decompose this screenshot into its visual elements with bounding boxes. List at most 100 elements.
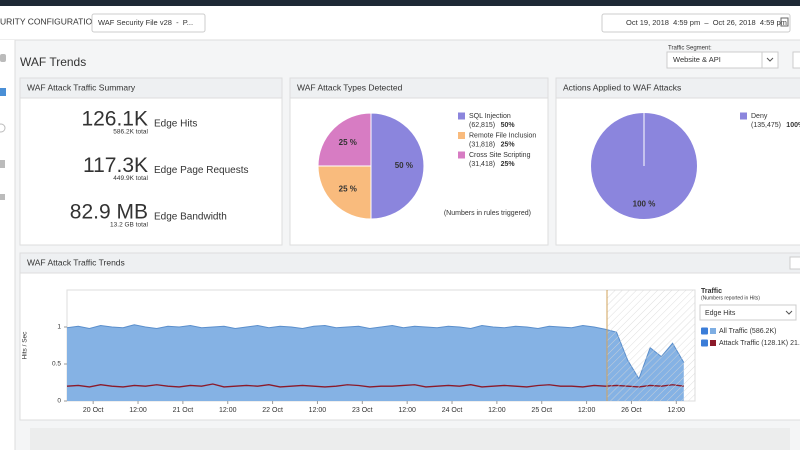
segment-select[interactable] bbox=[666, 51, 779, 69]
pie-slice bbox=[317, 112, 372, 167]
panel-header bbox=[289, 77, 549, 99]
y-axis-label: Hits / Sec bbox=[22, 331, 29, 360]
nav-icon[interactable] bbox=[0, 88, 6, 96]
legend-swatch bbox=[710, 340, 716, 346]
legend-entry: All Traffic (586.2K) bbox=[719, 328, 776, 335]
legend-count: (31,418) bbox=[469, 161, 495, 168]
legend-subtitle: (Numbers reported in Hits) bbox=[701, 295, 760, 301]
sidebar bbox=[0, 40, 15, 450]
panel-title: WAF Attack Types Detected bbox=[297, 82, 403, 92]
footer-area bbox=[30, 428, 790, 450]
summary-panel: WAF Attack Traffic Summary bbox=[19, 77, 283, 246]
panel-title: WAF Attack Traffic Trends bbox=[27, 257, 125, 267]
config-select[interactable] bbox=[91, 13, 206, 33]
download-button[interactable] bbox=[789, 256, 800, 270]
area-line bbox=[66, 324, 685, 380]
nav-icon[interactable] bbox=[0, 54, 6, 62]
x-tick-label: 21 Oct bbox=[173, 407, 194, 414]
stat-value: 126.1K bbox=[81, 108, 148, 131]
incomplete-region bbox=[607, 290, 695, 401]
legend-name: SQL Injection bbox=[469, 113, 511, 120]
stat-value: 82.9 MB bbox=[70, 201, 148, 224]
legend-select[interactable] bbox=[699, 304, 797, 321]
x-tick-label: 12:00 bbox=[578, 407, 596, 414]
x-tick-label: 12:00 bbox=[398, 407, 416, 414]
slice-label: 50 % bbox=[395, 161, 413, 170]
legend-count: (31,818) bbox=[469, 141, 495, 148]
dropdown-arrow bbox=[785, 310, 793, 315]
legend-swatch bbox=[458, 132, 465, 139]
area-fill bbox=[67, 324, 684, 401]
legend-select-text: Edge Hits bbox=[705, 310, 736, 317]
x-tick-label: 12:00 bbox=[219, 407, 237, 414]
legend-percent: 25% bbox=[501, 161, 516, 168]
stat-label: Edge Page Requests bbox=[154, 165, 249, 176]
attack-types-panel: WAF Attack Types Detected 50 % SQL Injecti… bbox=[289, 77, 549, 246]
panel bbox=[19, 77, 283, 246]
stat-label: Edge Bandwidth bbox=[154, 212, 227, 223]
config-select-text: WAF Security File v28 - P... bbox=[98, 18, 193, 27]
pie-slice bbox=[317, 165, 372, 220]
slice-label: 25 % bbox=[339, 138, 357, 147]
legend-swatch bbox=[458, 151, 465, 159]
panel-header bbox=[555, 77, 800, 99]
panel-header bbox=[19, 252, 800, 274]
calendar-icon bbox=[780, 17, 789, 27]
x-tick-label: 25 Oct bbox=[531, 407, 552, 414]
legend-swatch bbox=[458, 112, 465, 120]
trends-panel: WAF Attack Traffic Trends Hits / Sec 0 0.5 1… bbox=[19, 252, 800, 421]
legend-checkbox[interactable] bbox=[701, 339, 708, 347]
stat-total: 586.2K total bbox=[113, 129, 148, 136]
nav-icon[interactable] bbox=[0, 194, 5, 200]
panel-header bbox=[19, 77, 283, 99]
legend-title: Traffic bbox=[701, 288, 722, 295]
config-label: URITY CONFIGURATION: bbox=[0, 16, 101, 26]
legend-name: Cross Site Scripting bbox=[469, 152, 531, 159]
legend-name: Remote File Inclusion bbox=[469, 132, 536, 139]
slice-label: 100 % bbox=[633, 199, 656, 208]
legend-checkbox[interactable] bbox=[701, 327, 708, 335]
pie-slice bbox=[370, 112, 425, 220]
x-tick-label: 22 Oct bbox=[262, 407, 283, 414]
x-tick-label: 12:00 bbox=[668, 407, 686, 414]
panel-title: Actions Applied to WAF Attacks bbox=[563, 82, 681, 92]
slice-label: 25 % bbox=[339, 184, 357, 193]
y-tick-label: 0.5 bbox=[52, 361, 61, 368]
x-tick-label: 20 Oct bbox=[83, 407, 104, 414]
x-tick-label: 23 Oct bbox=[352, 407, 373, 414]
x-tick-label: 12:00 bbox=[488, 407, 506, 414]
x-tick-label: 24 Oct bbox=[442, 407, 463, 414]
legend-count: (62,815) bbox=[469, 122, 495, 129]
legend-percent: 100% bbox=[786, 122, 800, 129]
page-title: WAF Trends bbox=[20, 55, 86, 69]
date-range-picker[interactable] bbox=[601, 13, 791, 33]
legend-swatch bbox=[710, 328, 716, 334]
nav-icon[interactable] bbox=[0, 160, 5, 168]
panel-title: WAF Attack Traffic Summary bbox=[27, 82, 136, 92]
x-tick-label: 26 Oct bbox=[621, 407, 642, 414]
actions-panel: Actions Applied to WAF Attacks 100 % Deny (… bbox=[555, 77, 800, 246]
legend-count: (135,475) bbox=[751, 122, 781, 129]
legend-name: Deny bbox=[751, 113, 768, 120]
legend-percent: 50% bbox=[501, 122, 516, 129]
x-tick-label: 12:00 bbox=[129, 407, 147, 414]
legend-percent: 25% bbox=[501, 141, 516, 148]
date-range-text: Oct 19, 2018 4:59 pm – Oct 26, 2018 4:59… bbox=[626, 18, 787, 27]
x-tick-label: 12:00 bbox=[309, 407, 327, 414]
nav-icon[interactable] bbox=[0, 123, 6, 133]
legend-entry: Attack Traffic (128.1K) 21. bbox=[719, 340, 800, 347]
y-tick-label: 1 bbox=[57, 324, 61, 331]
stat-total: 449.9K total bbox=[113, 175, 148, 182]
stat-label: Edge Hits bbox=[154, 119, 197, 130]
chart-note: (Numbers in rules triggered) bbox=[444, 210, 531, 217]
series-line bbox=[66, 383, 684, 388]
more-button[interactable] bbox=[792, 51, 800, 69]
stat-total: 13.2 GB total bbox=[110, 222, 148, 229]
segment-label: Traffic Segment: bbox=[668, 46, 712, 52]
dropdown-arrow bbox=[766, 57, 774, 62]
stat-value: 117.3K bbox=[83, 154, 148, 177]
segment-select-text: Website & API bbox=[673, 55, 721, 64]
legend-swatch bbox=[740, 112, 747, 120]
